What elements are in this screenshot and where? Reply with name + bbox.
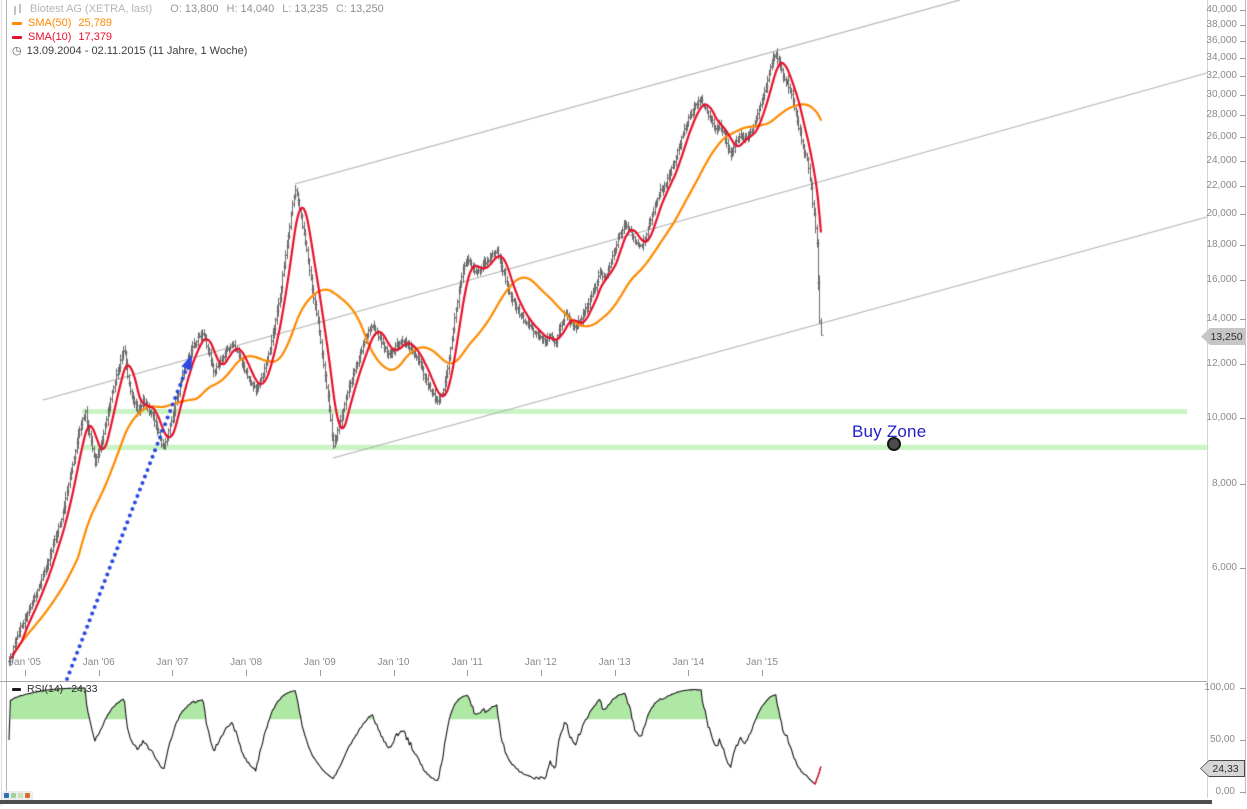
rsi-last-value: 24,33 (1212, 762, 1239, 775)
rsi-value-tag: 24,33 (1200, 760, 1245, 777)
status-icon-orange[interactable] (25, 793, 30, 798)
plot-right-border (1207, 0, 1208, 798)
ohlc-key: H: (226, 3, 238, 15)
date-range: 13.09.2004 - 02.11.2015 (11 Jahre, 1 Woc… (26, 45, 248, 57)
rsi-legend: RSI(14) 24,33 (12, 683, 97, 695)
rsi-tag-fill (1201, 761, 1244, 776)
sma50-value: 25,789 (78, 17, 113, 29)
status-icon-green[interactable] (11, 793, 16, 798)
sma10-value: 17,379 (78, 31, 113, 43)
sma10-legend-row: SMA(10) 17,379 (12, 30, 384, 44)
clock-icon: ◷ (12, 44, 22, 57)
ohlc-key: C: (336, 3, 348, 15)
sma50-legend-row: SMA(50) 25,789 (12, 16, 384, 30)
window-left-edge (1, 0, 2, 806)
sma50-label: SMA(50) (28, 17, 72, 29)
ohlc-values: O: 13,800 H: 14,040 L: 13,235 C: 13,250 (162, 2, 383, 16)
ohlc-key: L: (282, 3, 292, 15)
panel-separator (0, 681, 1207, 682)
horizontal-scrollbar[interactable] (0, 800, 1212, 804)
status-icon-blue[interactable] (4, 793, 9, 798)
ohlc-value: 13,800 (184, 3, 219, 15)
instrument-title: Biotest AG (XETRA, last) (30, 3, 153, 15)
rsi-value: 24,33 (71, 683, 98, 695)
date-range-row: ◷ 13.09.2004 - 02.11.2015 (11 Jahre, 1 W… (12, 44, 384, 58)
status-icon-lightgreen[interactable] (18, 793, 23, 798)
ohlc-key: O: (170, 3, 182, 15)
rsi-label: RSI(14) (27, 683, 64, 695)
ohlc-value: 13,235 (294, 3, 329, 15)
rsi-color-dash-icon (12, 687, 21, 691)
symbol-row: Biotest AG (XETRA, last) O: 13,800 H: 14,04… (12, 2, 384, 16)
last-price-value: 13,250 (1210, 330, 1243, 343)
status-icon-strip[interactable] (2, 791, 33, 800)
bar-chart-icon (12, 3, 25, 15)
ohlc-value: 14,040 (240, 3, 275, 15)
sma50-color-dash-icon (12, 21, 22, 25)
sma10-label: SMA(10) (28, 31, 72, 43)
last-price-tag: 13,250 (1201, 328, 1246, 345)
ohlc-value: 13,250 (350, 3, 384, 15)
plot-left-border (6, 0, 7, 800)
sma10-color-dash-icon (12, 35, 22, 39)
buy-zone-marker-dot[interactable] (887, 437, 901, 451)
window-right-edge (1245, 0, 1246, 794)
buy-zone-label: Buy Zone (852, 422, 927, 441)
chart-legend: Biotest AG (XETRA, last) O: 13,800 H: 14,04… (12, 2, 384, 58)
